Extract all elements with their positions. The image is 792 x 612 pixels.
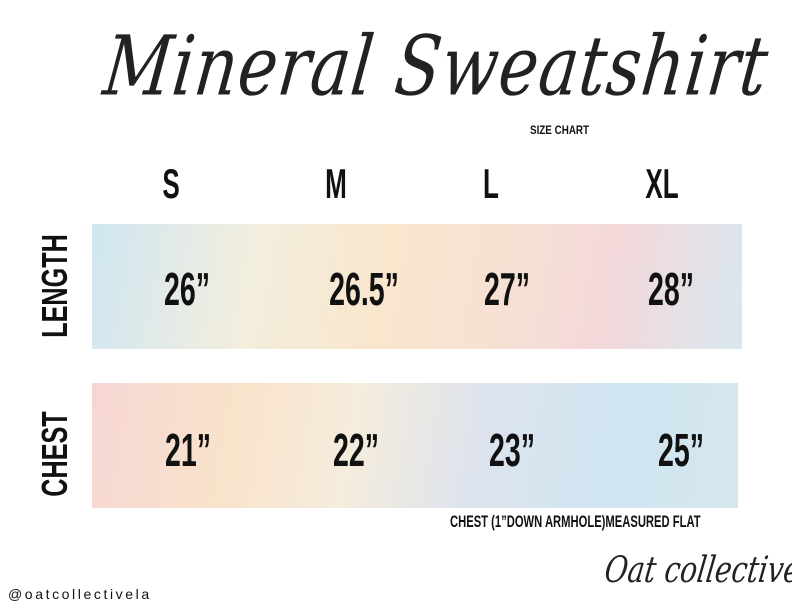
length-m: 26.5” bbox=[329, 263, 399, 315]
chest-l: 23” bbox=[489, 424, 535, 476]
chest-m: 22” bbox=[333, 424, 379, 476]
size-header-xl: XL bbox=[645, 160, 679, 207]
title-script: Mineral Sweatshirt bbox=[99, 18, 774, 115]
chest-s: 21” bbox=[165, 424, 211, 476]
size-header-m: M bbox=[325, 160, 347, 207]
row-label-length: LENGTH bbox=[34, 234, 75, 338]
brand-logo: Oat collective bbox=[602, 548, 792, 591]
size-header-l: L bbox=[483, 160, 499, 207]
chest-band bbox=[92, 383, 738, 508]
subtitle: SIZE CHART bbox=[530, 123, 590, 137]
length-xl: 28” bbox=[648, 263, 694, 315]
chest-xl: 25” bbox=[658, 424, 704, 476]
length-l: 27” bbox=[484, 263, 530, 315]
social-handle: @oatcollectivela bbox=[8, 586, 152, 602]
size-header-s: S bbox=[162, 160, 180, 207]
row-label-chest: CHEST bbox=[34, 411, 75, 497]
length-band bbox=[92, 224, 742, 349]
length-s: 26” bbox=[164, 263, 210, 315]
measurement-note: CHEST (1”DOWN ARMHOLE)MEASURED FLAT bbox=[450, 512, 701, 531]
